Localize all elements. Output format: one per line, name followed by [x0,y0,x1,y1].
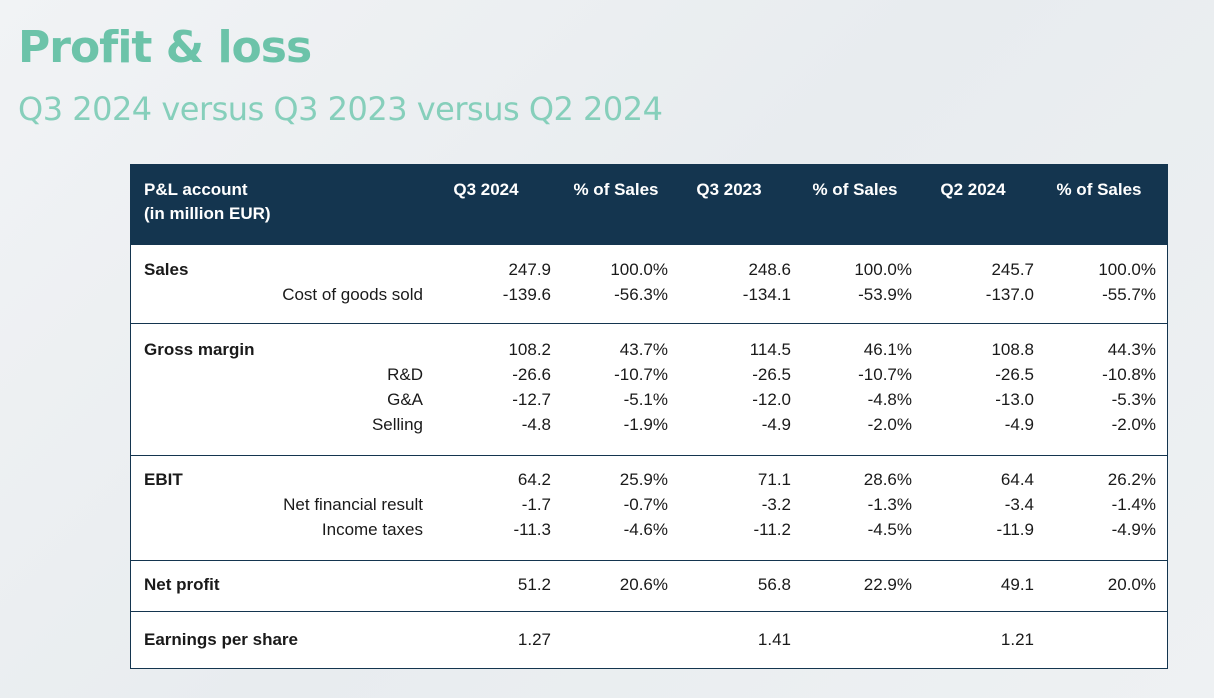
header-q3-2023: Q3 2023 [696,180,762,199]
cell-np-q3-2024: 51.2 [517,575,551,594]
cell-gm-pct-q3-2024: 43.7% [619,340,668,359]
row-label-income-taxes: Income taxes [321,520,423,539]
section-gross-margin: Gross margin 108.2 43.7% 114.5 46.1% 108… [130,324,1168,456]
table-header: P&L account (in million EUR) Q3 2024 % o… [130,164,1168,245]
row-label-sales: Sales [144,260,189,279]
section-ebit: EBIT 64.2 25.9% 71.1 28.6% 64.4 26.2% Ne… [130,456,1168,561]
cell-rnd-pct-q2-2024: -10.8% [1102,365,1156,384]
row-label-gross-margin: Gross margin [144,340,255,359]
cell-eps-q3-2024: 1.27 [517,630,551,649]
cell-gna-pct-q3-2023: -4.8% [867,390,912,409]
cell-nfr-q2-2024: -3.4 [1004,495,1034,514]
section-sales: Sales 247.9 100.0% 248.6 100.0% 245.7 10… [130,245,1168,324]
cell-rnd-q3-2024: -26.6 [512,365,551,384]
cell-nfr-pct-q3-2024: -0.7% [623,495,668,514]
cell-gm-q2-2024: 108.8 [991,340,1034,359]
cell-np-q2-2024: 49.1 [1000,575,1034,594]
row-label-rnd: R&D [387,365,423,384]
cell-selling-pct-q2-2024: -2.0% [1111,415,1156,434]
cell-np-q3-2023: 56.8 [757,575,791,594]
cell-gna-pct-q2-2024: -5.3% [1111,390,1156,409]
cell-ebit-pct-q2-2024: 26.2% [1107,470,1156,489]
cell-cogs-q3-2023: -134.1 [742,285,791,304]
cell-nfr-pct-q3-2023: -1.3% [867,495,912,514]
cell-gm-q3-2023: 114.5 [749,340,791,359]
header-account-line1: P&L account [144,180,248,199]
page-subtitle: Q3 2024 versus Q3 2023 versus Q2 2024 [18,90,663,128]
cell-ebit-q3-2023: 71.1 [757,470,791,489]
header-pct-q2-2024: % of Sales [1056,180,1142,199]
cell-cogs-q2-2024: -137.0 [985,285,1034,304]
cell-nfr-pct-q2-2024: -1.4% [1111,495,1156,514]
cell-ebit-q2-2024: 64.4 [1000,470,1034,489]
cell-sales-q3-2024: 247.9 [508,260,551,279]
cell-sales-pct-q2-2024: 100.0% [1098,260,1156,279]
cell-np-pct-q2-2024: 20.0% [1107,575,1156,594]
header-q3-2024: Q3 2024 [453,180,519,199]
row-label-eps: Earnings per share [144,630,299,649]
cell-tax-q3-2023: -11.2 [753,520,792,539]
cell-np-pct-q3-2024: 20.6% [619,575,668,594]
row-label-selling: Selling [371,415,423,434]
header-pct-q3-2023: % of Sales [812,180,898,199]
cell-gm-pct-q3-2023: 46.1% [863,340,912,359]
row-label-net-financial-result: Net financial result [283,495,423,514]
cell-ebit-pct-q3-2024: 25.9% [619,470,668,489]
page-title: Profit & loss [18,22,312,73]
cell-np-pct-q3-2023: 22.9% [863,575,912,594]
cell-cogs-pct-q2-2024: -55.7% [1102,285,1156,304]
cell-ebit-q3-2024: 64.2 [517,470,551,489]
cell-selling-q2-2024: -4.9 [1004,415,1034,434]
cell-ebit-pct-q3-2023: 28.6% [863,470,912,489]
section-net-profit: Net profit 51.2 20.6% 56.8 22.9% 49.1 20… [130,561,1168,612]
cell-tax-q2-2024: -11.9 [996,520,1035,539]
cell-nfr-q3-2023: -3.2 [761,495,791,514]
cell-cogs-q3-2024: -139.6 [502,285,551,304]
cell-rnd-pct-q3-2024: -10.7% [614,365,668,384]
cell-sales-q2-2024: 245.7 [991,260,1034,279]
cell-tax-pct-q3-2024: -4.6% [623,520,668,539]
cell-sales-pct-q3-2023: 100.0% [854,260,912,279]
cell-sales-pct-q3-2024: 100.0% [610,260,668,279]
row-label-cogs: Cost of goods sold [282,285,423,304]
cell-tax-q3-2024: -11.3 [513,520,552,539]
cell-selling-pct-q3-2023: -2.0% [867,415,912,434]
pl-table: P&L account (in million EUR) Q3 2024 % o… [130,164,1168,669]
cell-rnd-q3-2023: -26.5 [752,365,791,384]
cell-selling-pct-q3-2024: -1.9% [623,415,668,434]
cell-gna-pct-q3-2024: -5.1% [623,390,668,409]
cell-eps-q2-2024: 1.21 [1000,630,1034,649]
header-account-line2: (in million EUR) [144,204,271,223]
cell-cogs-pct-q3-2024: -56.3% [614,285,668,304]
cell-gna-q2-2024: -13.0 [995,390,1034,409]
row-label-gna: G&A [387,390,423,409]
cell-selling-q3-2023: -4.9 [761,415,791,434]
cell-gm-pct-q2-2024: 44.3% [1107,340,1156,359]
cell-gna-q3-2023: -12.0 [752,390,791,409]
row-label-ebit: EBIT [144,470,183,489]
header-account-label: P&L account (in million EUR) [144,178,271,226]
row-label-net-profit: Net profit [144,575,220,594]
cell-rnd-pct-q3-2023: -10.7% [858,365,912,384]
cell-nfr-q3-2024: -1.7 [521,495,551,514]
header-pct-q3-2024: % of Sales [573,180,659,199]
cell-sales-q3-2023: 248.6 [748,260,791,279]
section-eps: Earnings per share 1.27 1.41 1.21 [130,612,1168,669]
header-q2-2024: Q2 2024 [940,180,1006,199]
cell-selling-q3-2024: -4.8 [521,415,551,434]
cell-cogs-pct-q3-2023: -53.9% [858,285,912,304]
cell-gm-q3-2024: 108.2 [508,340,551,359]
cell-tax-pct-q2-2024: -4.9% [1111,520,1156,539]
cell-rnd-q2-2024: -26.5 [995,365,1034,384]
cell-eps-q3-2023: 1.41 [757,630,791,649]
cell-gna-q3-2024: -12.7 [512,390,551,409]
cell-tax-pct-q3-2023: -4.5% [867,520,912,539]
